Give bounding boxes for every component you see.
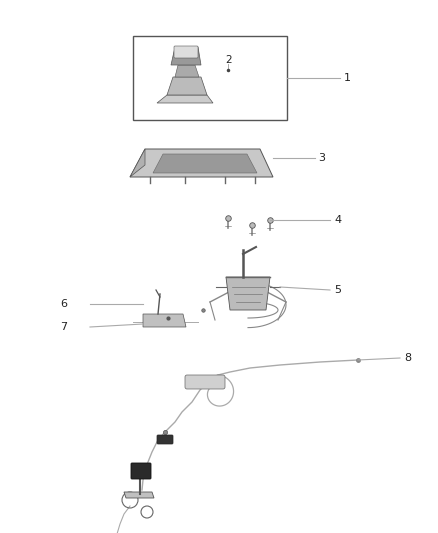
Polygon shape	[167, 77, 207, 95]
Text: 6: 6	[60, 299, 67, 309]
Text: 4: 4	[334, 215, 341, 225]
Polygon shape	[153, 154, 257, 173]
Text: 2: 2	[225, 55, 232, 65]
Polygon shape	[226, 277, 270, 310]
Bar	[133, 36, 287, 120]
FancyBboxPatch shape	[185, 375, 225, 389]
Polygon shape	[124, 492, 154, 498]
Polygon shape	[130, 149, 273, 177]
Text: 8: 8	[404, 353, 411, 363]
Polygon shape	[130, 149, 145, 177]
Polygon shape	[171, 47, 201, 65]
FancyBboxPatch shape	[131, 463, 151, 479]
Text: 5: 5	[334, 285, 341, 295]
Text: 1: 1	[344, 73, 351, 83]
Text: 7: 7	[60, 322, 67, 332]
FancyBboxPatch shape	[174, 46, 198, 58]
Polygon shape	[143, 314, 186, 327]
Polygon shape	[175, 65, 199, 77]
FancyBboxPatch shape	[157, 435, 173, 444]
Polygon shape	[157, 95, 213, 103]
Text: 3: 3	[318, 153, 325, 163]
